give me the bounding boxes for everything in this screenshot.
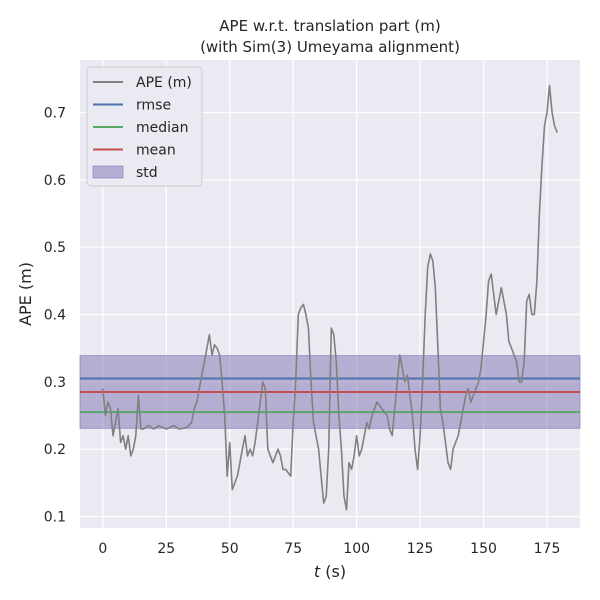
y-tick-label: 0.6 — [44, 173, 66, 189]
legend-label-std: std — [136, 165, 158, 181]
legend-swatch-std — [92, 165, 124, 179]
legend: APE (m) rmse median mean std — [86, 66, 203, 187]
x-tick-label: 0 — [98, 541, 107, 557]
y-axis-label: APE (m) — [16, 262, 35, 326]
legend-label-rmse: rmse — [136, 98, 171, 114]
legend-label-median: median — [136, 120, 188, 136]
y-tick-label: 0.7 — [44, 106, 66, 122]
x-axis-label-unit: (s) — [320, 562, 346, 581]
x-tick-label: 175 — [534, 541, 561, 557]
y-tick-label: 0.4 — [44, 308, 66, 324]
x-tick-label: 125 — [407, 541, 434, 557]
y-tick-label: 0.3 — [44, 375, 66, 391]
x-tick-label: 25 — [157, 541, 175, 557]
x-tick-label: 50 — [221, 541, 239, 557]
x-tick-label: 150 — [470, 541, 497, 557]
legend-label-ape: APE (m) — [136, 75, 192, 91]
y-tick-label: 0.1 — [44, 510, 66, 526]
x-tick-label: 100 — [343, 541, 370, 557]
chart-title-line2: (with Sim(3) Umeyama alignment) — [200, 38, 460, 56]
y-tick-label: 0.5 — [44, 240, 66, 256]
y-tick-label: 0.2 — [44, 442, 66, 458]
legend-label-mean: mean — [136, 143, 176, 159]
legend-box — [86, 66, 203, 187]
x-tick-label: 75 — [284, 541, 302, 557]
chart-title-line1: APE w.r.t. translation part (m) — [219, 17, 440, 35]
ape-series-line — [102, 84, 558, 511]
x-axis-label: t (s) — [314, 562, 346, 581]
x-axis-label-var: t — [314, 562, 321, 581]
